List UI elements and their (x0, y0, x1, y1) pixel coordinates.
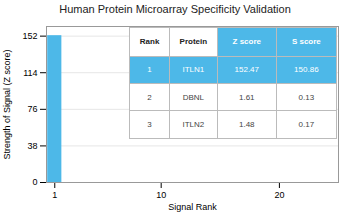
svg-text:152: 152 (22, 31, 37, 41)
svg-text:Strength of Signal (Z score): Strength of Signal (Z score) (2, 49, 12, 159)
html-text:ITLN2: ITLN2 (182, 119, 205, 129)
html-text:1.48: 1.48 (239, 119, 255, 129)
html-text:0.17: 0.17 (298, 119, 315, 129)
svg-text:Signal Rank: Signal Rank (168, 202, 217, 212)
html-text:Rank: Rank (139, 37, 160, 47)
svg-text:76: 76 (27, 104, 37, 114)
svg-text:10: 10 (156, 190, 166, 200)
html-text:DBNL: DBNL (182, 92, 204, 102)
html-text:152.47: 152.47 (234, 65, 259, 75)
svg-text:1: 1 (52, 190, 57, 200)
html-text:1: 1 (147, 65, 152, 75)
html-text:150.86: 150.86 (294, 65, 319, 75)
svg-text:20: 20 (274, 190, 284, 200)
html-text:S score: S score (291, 37, 321, 47)
html-text:Protein: Protein (179, 37, 208, 47)
svg-text:38: 38 (27, 141, 37, 151)
html-text:1.61: 1.61 (239, 92, 255, 102)
html-text:Z score: Z score (232, 37, 261, 47)
svg-text:0: 0 (32, 177, 37, 187)
html-text:0.13: 0.13 (298, 92, 315, 102)
html-text:ITLN1: ITLN1 (182, 65, 205, 75)
html-text:2: 2 (147, 92, 152, 102)
html-text:Human Protein Microarray Speci: Human Protein Microarray Specificity Val… (59, 3, 291, 15)
svg-text:114: 114 (23, 68, 37, 78)
html-text:3: 3 (147, 119, 152, 129)
